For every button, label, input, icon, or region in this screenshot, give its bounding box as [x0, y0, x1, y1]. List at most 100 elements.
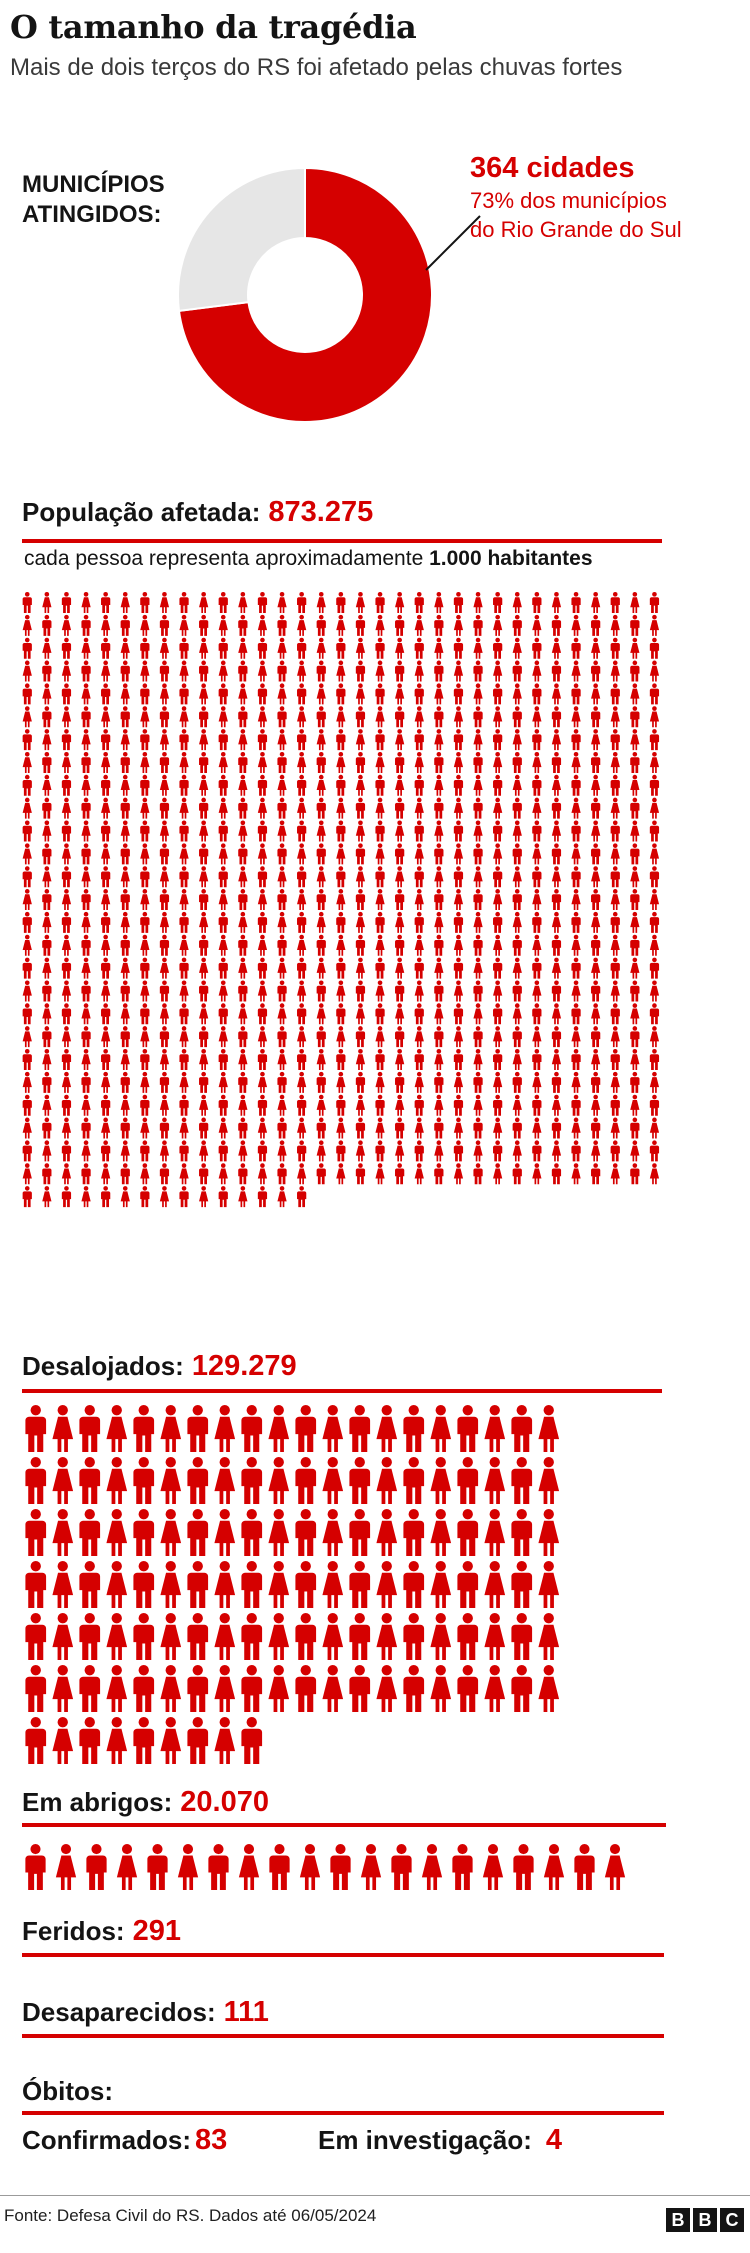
person-icon: [512, 1094, 522, 1116]
person-icon: [473, 706, 483, 728]
person-icon: [81, 797, 91, 819]
person-icon: [61, 683, 72, 705]
person-icon: [42, 934, 52, 956]
person-icon: [532, 1163, 542, 1185]
person-icon: [493, 751, 503, 773]
person-icon: [375, 911, 385, 933]
person-icon: [610, 660, 620, 682]
person-icon: [140, 729, 150, 751]
person-icon: [571, 889, 581, 911]
person-icon: [214, 1457, 236, 1504]
person-icon: [277, 614, 287, 636]
person-icon: [277, 957, 287, 979]
person-icon: [453, 866, 464, 888]
person-icon: [453, 729, 464, 751]
person-icon: [355, 911, 366, 933]
person-icon: [179, 660, 189, 682]
person-icon: [120, 660, 130, 682]
person-icon: [512, 660, 522, 682]
person-icon: [414, 1071, 424, 1093]
person-icon: [257, 843, 268, 865]
person-icon: [551, 1140, 562, 1162]
person-icon: [532, 889, 542, 911]
person-icon: [140, 843, 150, 865]
person-icon: [238, 1140, 248, 1162]
unit-note-bold: 1.000 habitantes: [429, 547, 593, 570]
desaparecidos-heading: Desaparecidos: 111: [22, 1996, 269, 2029]
person-icon: [61, 843, 72, 865]
person-icon: [375, 866, 385, 888]
person-icon: [42, 911, 52, 933]
person-icon: [42, 843, 52, 865]
person-icon: [512, 957, 522, 979]
person-icon: [81, 729, 91, 751]
person-icon: [140, 1049, 150, 1070]
person-icon: [551, 774, 562, 796]
person-icon: [551, 1049, 562, 1070]
person-icon: [238, 911, 248, 933]
person-icon: [473, 637, 483, 659]
person-icon: [484, 1665, 506, 1712]
person-icon: [159, 1026, 170, 1048]
person-icon: [316, 592, 326, 613]
person-icon: [355, 820, 366, 842]
person-icon: [81, 1003, 91, 1025]
person-icon: [238, 1094, 248, 1116]
person-icon: [42, 797, 52, 819]
person-icon: [434, 706, 444, 728]
person-icon: [375, 683, 385, 705]
person-icon: [81, 843, 91, 865]
person-icon: [257, 934, 268, 956]
person-icon: [199, 683, 209, 705]
person-icon: [630, 729, 640, 751]
person-icon: [257, 1026, 268, 1048]
person-icon: [316, 637, 326, 659]
person-icon: [473, 866, 483, 888]
person-icon: [591, 774, 601, 796]
populacao-label: População afetada:: [22, 497, 261, 527]
person-icon: [473, 683, 483, 705]
person-icon: [22, 889, 32, 911]
person-icon: [375, 1094, 385, 1116]
person-icon: [316, 751, 326, 773]
person-icon: [453, 660, 464, 682]
person-icon: [551, 706, 562, 728]
person-icon: [414, 911, 424, 933]
abrigos-value: 20.070: [180, 1786, 269, 1818]
person-icon: [22, 592, 32, 613]
person-icon: [414, 1140, 424, 1162]
person-icon: [297, 1071, 307, 1093]
person-icon: [336, 1026, 346, 1048]
person-icon: [434, 911, 444, 933]
person-icon: [649, 866, 660, 888]
person-icon: [61, 1140, 72, 1162]
person-icon: [532, 934, 542, 956]
person-icon: [512, 592, 522, 613]
person-icon: [277, 866, 287, 888]
person-icon: [336, 1049, 346, 1070]
person-icon: [434, 1071, 444, 1093]
person-icon: [532, 866, 542, 888]
person-icon: [434, 1163, 444, 1185]
person-icon: [512, 1117, 522, 1139]
person-icon: [355, 889, 366, 911]
person-icon: [268, 1665, 290, 1712]
person-icon: [297, 1026, 307, 1048]
feridos-divider: [22, 1953, 664, 1957]
person-icon: [336, 911, 346, 933]
person-icon: [375, 980, 385, 1002]
person-icon: [277, 1140, 287, 1162]
person-icon: [159, 1049, 170, 1070]
person-icon: [395, 614, 405, 636]
person-icon: [336, 1094, 346, 1116]
person-icon: [316, 866, 326, 888]
person-icon: [430, 1665, 452, 1712]
person-icon: [538, 1457, 560, 1504]
person-icon: [22, 729, 32, 751]
person-icon: [52, 1613, 74, 1660]
person-icon: [493, 820, 503, 842]
obitos-heading: Óbitos:: [22, 2076, 113, 2106]
person-icon: [484, 1405, 506, 1452]
person-icon: [79, 1561, 101, 1608]
person-icon: [322, 1665, 344, 1712]
